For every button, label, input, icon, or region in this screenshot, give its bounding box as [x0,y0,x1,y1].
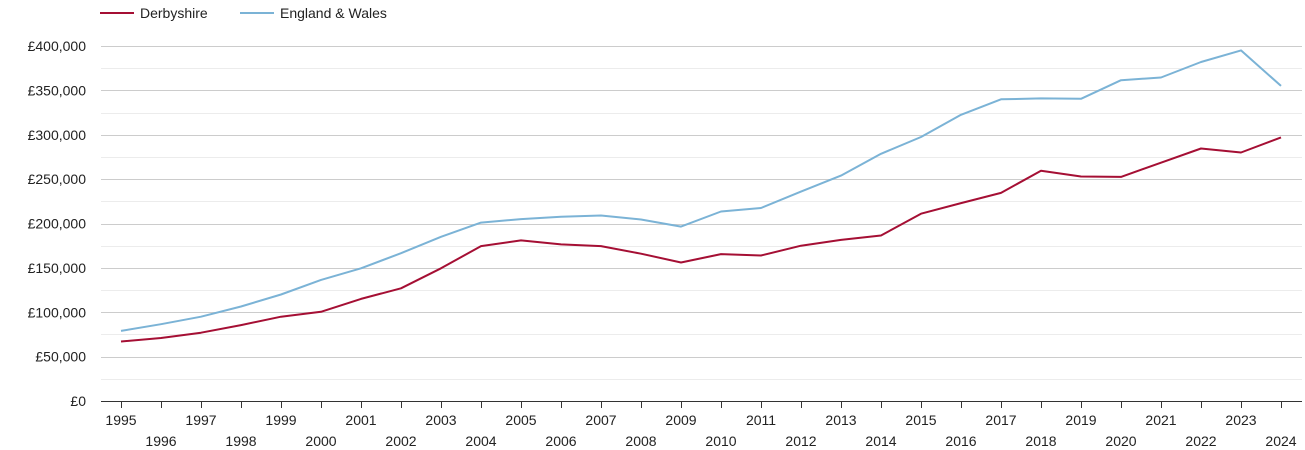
legend-label-england-wales: England & Wales [280,5,387,21]
y-tick-label: £200,000 [28,216,87,232]
x-tick-label: 2019 [1065,412,1096,428]
x-tick-label: 2008 [625,433,656,449]
x-tick-label: 1995 [105,412,136,428]
series-line-england-wales [120,49,1282,332]
x-tick-label: 2011 [746,412,776,428]
y-tick-label: £150,000 [28,260,87,276]
x-tick-label: 2023 [1225,412,1256,428]
y-tick-label: £0 [70,393,86,409]
x-tick-label: 2024 [1265,433,1296,449]
series-lines [120,49,1282,343]
x-axis: 1995 1996 1997 1998 1999 2000 2001 2002 2003 2004… [101,401,1302,449]
x-tick-label: 2009 [665,412,696,428]
x-tick-label: 2010 [705,433,736,449]
y-tick-label: £250,000 [28,171,87,187]
x-tick-label: 2022 [1185,433,1216,449]
x-tick-label: 2006 [545,433,576,449]
x-tick-label: 2005 [505,412,536,428]
x-tick-label: 2017 [985,412,1016,428]
x-tick-label: 1996 [145,433,176,449]
y-tick-label: £100,000 [28,304,87,320]
x-tick-label: 2004 [465,433,496,449]
x-tick-label: 2012 [785,433,816,449]
x-tick-label: 2001 [345,412,376,428]
x-tick-label: 2007 [585,412,616,428]
x-tick-label: 1997 [185,412,216,428]
x-tick-label: 2003 [425,412,456,428]
y-tick-label: £300,000 [28,127,87,143]
x-tick-label: 2015 [905,412,936,428]
chart-legend: Derbyshire England & Wales [100,5,387,21]
x-tick-label: 2020 [1105,433,1136,449]
y-tick-label: £50,000 [35,349,86,365]
series-line-derbyshire [120,136,1282,343]
x-tick-label: 2018 [1025,433,1056,449]
x-tick-label: 2014 [865,433,896,449]
y-tick-label: £350,000 [28,82,87,98]
x-tick-label: 2000 [305,433,336,449]
x-tick-label: 2013 [825,412,856,428]
x-tick-label: 2016 [945,433,976,449]
legend-label-derbyshire: Derbyshire [140,5,208,21]
x-tick-label: 1998 [225,433,256,449]
y-tick-label: £400,000 [28,38,87,54]
x-tick-label: 2002 [385,433,416,449]
x-tick-label: 1999 [265,412,296,428]
gridlines [101,46,1302,380]
x-tick-label: 2021 [1145,412,1176,428]
y-axis-ticks: £0 £50,000 £100,000 £150,000 £200,000 £250,00… [28,38,87,409]
